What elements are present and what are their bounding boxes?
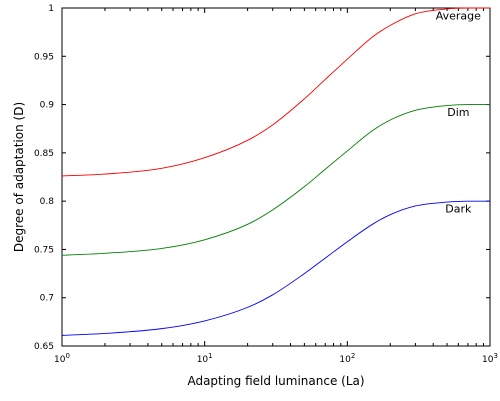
- y-tick-label: 0.85: [34, 149, 54, 159]
- plot-area-frame: [61, 7, 491, 347]
- x-tick-label-exponent: 1: [208, 352, 212, 360]
- series-label-dark: Dark: [445, 203, 472, 216]
- x-tick-label-exponent: 3: [493, 352, 497, 360]
- y-axis-ticks: 0.65 0.7 0.75 0.8 0.85 0.9 0.95 1: [34, 4, 490, 352]
- series-line-dim: [61, 104, 490, 256]
- x-tick-label-exponent: 2: [351, 352, 355, 360]
- series-lines: [61, 7, 490, 336]
- x-tick-label-base: 10: [197, 355, 209, 365]
- y-tick-label: 0.8: [40, 197, 55, 207]
- x-axis-ticks: 100 101 102 103: [54, 8, 498, 365]
- series-line-dark: [61, 200, 490, 336]
- y-tick-label: 0.7: [40, 294, 54, 304]
- y-tick-label: 0.95: [34, 52, 54, 62]
- x-tick-label-exponent: 0: [65, 352, 69, 360]
- y-tick-label: 0.65: [34, 342, 54, 352]
- series-label-average: Average: [436, 10, 481, 23]
- x-tick-label-base: 10: [54, 355, 66, 365]
- x-tick-label-base: 10: [339, 355, 351, 365]
- x-axis-title: Adapting field luminance (La): [187, 374, 364, 388]
- x-tick-label: 100: [54, 352, 70, 365]
- x-tick-label: 101: [197, 352, 213, 365]
- x-tick-label: 102: [339, 352, 355, 365]
- series-annotations: Average Dim Dark: [436, 10, 481, 216]
- y-axis-title: Degree of adaptation (D): [12, 102, 26, 252]
- x-tick-label: 103: [482, 352, 498, 365]
- series-line-average: [61, 7, 490, 177]
- series-label-dim: Dim: [447, 106, 469, 119]
- y-tick-label: 0.9: [40, 101, 55, 111]
- y-tick-label: 1: [48, 4, 54, 14]
- y-tick-label: 0.75: [34, 245, 54, 255]
- x-tick-label-base: 10: [482, 355, 494, 365]
